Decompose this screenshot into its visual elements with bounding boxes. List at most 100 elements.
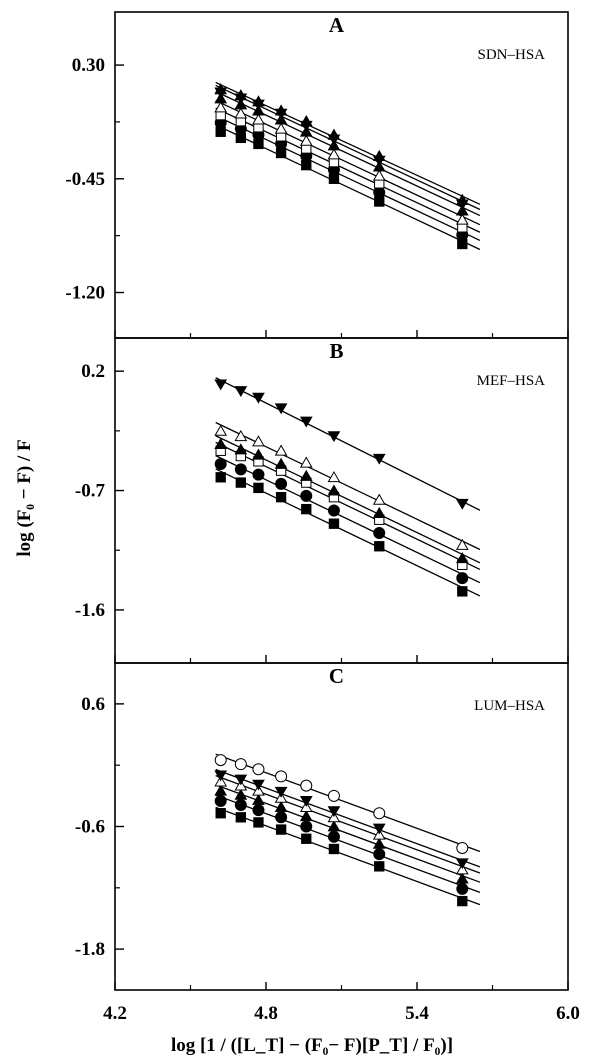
data-point-open-triangle [327, 471, 341, 483]
data-point-filled-triangle [372, 149, 386, 161]
data-point-open-circle [252, 763, 265, 776]
data-point-open-circle [234, 758, 247, 771]
data-point-filled-square [253, 482, 264, 494]
data-point-filled-circle [373, 848, 386, 861]
data-point-filled-triangle [274, 104, 288, 116]
data-point-filled-triangle [274, 800, 288, 812]
data-point-open-circle [327, 789, 340, 802]
data-point-filled-square [275, 492, 287, 503]
data-point-open-triangle [252, 113, 265, 125]
y-tick-label: -0.7 [75, 481, 106, 502]
data-point-filled-square [457, 586, 468, 597]
data-point-filled-circle [275, 811, 288, 824]
data-point-filled-circle [252, 804, 265, 817]
data-point-filled-triangle [214, 83, 228, 95]
y-axis-title: log (F₀ − F) / F [14, 439, 35, 556]
data-point-filled-circle [300, 820, 313, 833]
data-point-filled-circle [275, 477, 288, 490]
data-point-open-circle [214, 754, 227, 767]
data-point-filled-circle [234, 463, 247, 476]
x-axis-title: log [1 / ([L_T] − (F₀− F)[P_T] / F₀)] [171, 1035, 453, 1056]
data-point-filled-triangle [274, 457, 288, 469]
data-point-open-triangle [252, 435, 265, 447]
data-point-filled-triangle [234, 89, 248, 101]
data-point-filled-square [301, 503, 312, 515]
data-point-filled-triangle [327, 128, 341, 140]
data-point-filled-square [215, 472, 226, 483]
data-point-open-circle [275, 770, 288, 783]
data-point-open-triangle [214, 424, 228, 436]
data-point-filled-triangle [372, 837, 386, 849]
data-point-filled-triangle-down [274, 403, 288, 415]
data-point-filled-triangle-down [234, 386, 248, 397]
data-point-filled-triangle [214, 784, 228, 796]
data-point-filled-circle [456, 572, 469, 585]
panel-letter: C [329, 664, 344, 688]
data-point-filled-triangle-down [299, 416, 313, 428]
data-point-filled-square [457, 895, 468, 907]
panel-letter: A [329, 13, 345, 37]
data-point-filled-circle [327, 830, 340, 843]
data-point-open-triangle [327, 148, 341, 160]
panel-letter: B [329, 339, 343, 363]
data-point-filled-triangle [372, 506, 386, 519]
data-point-filled-triangle [234, 788, 248, 800]
data-point-open-triangle [214, 101, 228, 113]
panel-label: LUM–HSA [474, 698, 545, 714]
data-point-filled-triangle-down [214, 379, 228, 391]
data-point-open-triangle [455, 538, 469, 550]
x-tick-label: 4.2 [103, 1003, 127, 1024]
data-point-filled-circle [300, 489, 313, 502]
data-point-filled-circle [327, 504, 340, 517]
panel-label: SDN–HSA [477, 47, 545, 63]
x-tick-label: 6.0 [556, 1003, 580, 1024]
data-point-filled-triangle [234, 443, 248, 455]
data-point-filled-square [215, 808, 226, 819]
data-point-filled-square [328, 518, 340, 529]
data-point-filled-circle [456, 882, 469, 895]
data-point-filled-triangle-down [455, 498, 469, 510]
data-point-filled-triangle [299, 469, 313, 481]
y-tick-label: -1.6 [75, 600, 105, 621]
data-point-filled-circle [214, 794, 227, 807]
data-point-filled-triangle-down [372, 823, 386, 835]
data-point-filled-triangle [252, 448, 265, 460]
data-point-filled-triangle [252, 793, 265, 805]
data-point-open-triangle [274, 444, 288, 456]
y-tick-label: 0.30 [72, 55, 105, 76]
data-point-filled-triangle [455, 551, 469, 564]
data-point-open-triangle [299, 134, 313, 146]
data-point-filled-square [235, 812, 247, 823]
data-point-open-triangle [455, 213, 469, 225]
plot-layer: 4.2 4.8 5.4 6.0 0.30 -0.45 -1.20 A SDN–HSA 0.2 -0.… [65, 11, 580, 1024]
y-tick-label: 0.6 [81, 694, 105, 715]
data-point-filled-triangle-down [252, 392, 265, 404]
data-point-filled-triangle-down [299, 796, 313, 807]
data-point-filled-triangle [455, 193, 469, 205]
data-point-filled-triangle [299, 810, 313, 822]
data-point-filled-square [301, 833, 312, 844]
data-point-filled-circle [373, 186, 386, 199]
data-point-filled-circle [373, 527, 386, 539]
data-point-filled-triangle [252, 95, 265, 107]
data-point-filled-triangle-down [274, 786, 288, 798]
data-point-open-circle [300, 779, 313, 792]
data-point-filled-triangle [214, 437, 228, 450]
x-tick-label: 5.4 [405, 1003, 429, 1024]
data-point-filled-triangle-down [372, 453, 386, 465]
data-point-filled-circle [234, 799, 247, 812]
data-point-filled-triangle-down [455, 858, 469, 870]
data-point-open-triangle [274, 122, 288, 134]
data-point-open-triangle [372, 169, 386, 181]
data-point-filled-triangle-down [252, 779, 265, 791]
y-tick-label: -0.6 [75, 817, 105, 838]
x-tick-label: 4.8 [254, 1003, 278, 1024]
data-point-filled-square [235, 477, 247, 488]
data-point-filled-square [253, 817, 264, 828]
data-point-filled-triangle [299, 114, 313, 127]
panel-label: MEF–HSA [477, 373, 546, 389]
data-point-open-circle [456, 841, 469, 854]
data-point-filled-triangle-down [234, 774, 248, 786]
data-point-filled-triangle-down [327, 806, 341, 818]
data-point-open-triangle [234, 429, 248, 442]
